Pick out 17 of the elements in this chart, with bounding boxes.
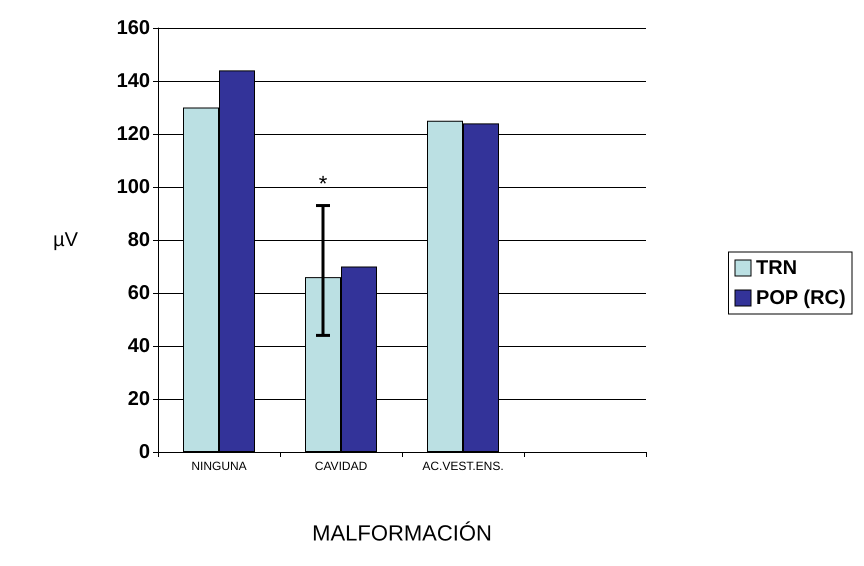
y-axis-title: µV — [53, 229, 79, 251]
y-tick-label: 100 — [116, 176, 150, 198]
annotation: * — [318, 171, 328, 196]
y-tick-label: 60 — [128, 282, 150, 304]
y-tick-label: 0 — [138, 441, 150, 463]
legend-label: POP (RC) — [756, 287, 846, 309]
x-tick-label: NINGUNA — [191, 459, 247, 473]
y-tick-label: 120 — [116, 123, 150, 145]
x-tick-label: AC.VEST.ENS. — [422, 459, 504, 473]
y-tick-label: 40 — [128, 335, 150, 357]
y-tick-label: 80 — [128, 229, 150, 251]
y-tick-label: 20 — [128, 388, 150, 410]
y-tick-label: 140 — [116, 70, 150, 92]
x-tick-label: CAVIDAD — [314, 459, 368, 473]
y-tick-label: 160 — [116, 17, 150, 39]
x-axis-title: MALFORMACIÓN — [312, 520, 492, 546]
legend-label: TRN — [756, 257, 798, 279]
